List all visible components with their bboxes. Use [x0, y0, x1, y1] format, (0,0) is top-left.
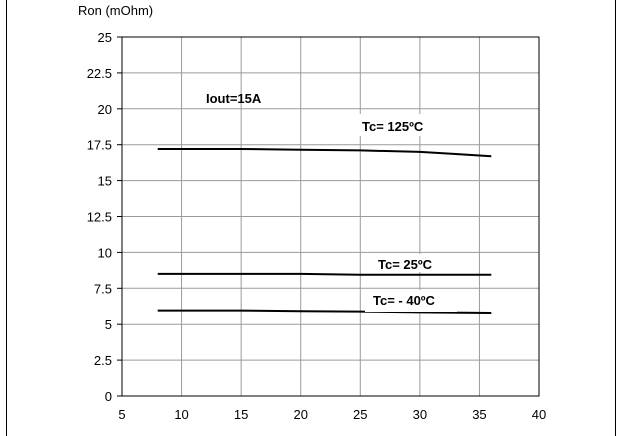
series-line-125c [157, 148, 492, 158]
series-label-25c: Tc= 25ºC [378, 257, 433, 272]
y-tick-label: 2.5 [94, 353, 112, 368]
axis-ticks: 5 10 15 20 25 30 35 40 0 2.5 5 7.5 10 12.5 15 17.5 20 22.… [87, 30, 547, 422]
y-tick-label: 12.5 [87, 210, 112, 225]
y-tick-label: 15 [98, 174, 112, 189]
y-tick-label: 0 [105, 389, 112, 404]
x-tick-label: 15 [234, 407, 248, 422]
series-label-bg-25c [369, 254, 454, 272]
x-tick-label: 5 [118, 407, 125, 422]
y-tick-label: 25 [98, 30, 112, 45]
y-tick-label: 20 [98, 102, 112, 117]
series-line-m40c [157, 309, 492, 314]
series-label-bg-125c [355, 114, 467, 136]
x-tick-label: 25 [353, 407, 367, 422]
x-tick-label: 40 [532, 407, 546, 422]
series-lines [157, 148, 492, 314]
series-label-125c: Tc= 125ºC [362, 119, 424, 134]
grid-lines [122, 37, 539, 396]
y-tick-label: 7.5 [94, 281, 112, 296]
y-tick-label: 10 [98, 245, 112, 260]
x-tick-label: 20 [293, 407, 307, 422]
x-tick-label: 35 [472, 407, 486, 422]
x-tick-label: 30 [413, 407, 427, 422]
y-tick-label: 5 [105, 317, 112, 332]
y-axis-label: Ron (mOhm) [78, 3, 153, 18]
y-tick-label: 22.5 [87, 66, 112, 81]
x-tick-label: 10 [174, 407, 188, 422]
plot-area-border [121, 36, 540, 397]
y-tick-label: 17.5 [87, 138, 112, 153]
series-label-bg-m40c [365, 290, 457, 312]
series-label-m40c: Tc= - 40ºC [373, 293, 436, 308]
annotation-iout: Iout=15A [206, 91, 262, 106]
series-line-25c [157, 272, 492, 276]
